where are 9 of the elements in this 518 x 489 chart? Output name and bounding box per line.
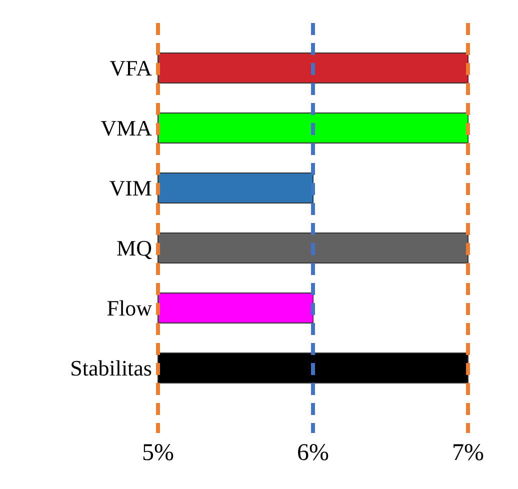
y-tick-label: VMA <box>100 116 152 141</box>
y-tick-label: VFA <box>110 56 152 81</box>
x-tick-label: 5% <box>142 440 174 466</box>
y-tick-label: MQ <box>116 236 152 261</box>
x-tick-label: 7% <box>452 440 484 466</box>
x-tick-label: 6% <box>297 440 329 466</box>
y-tick-label: VIM <box>109 176 152 201</box>
y-tick-label: Flow <box>106 296 152 321</box>
y-tick-label: Stabilitas <box>70 356 152 381</box>
